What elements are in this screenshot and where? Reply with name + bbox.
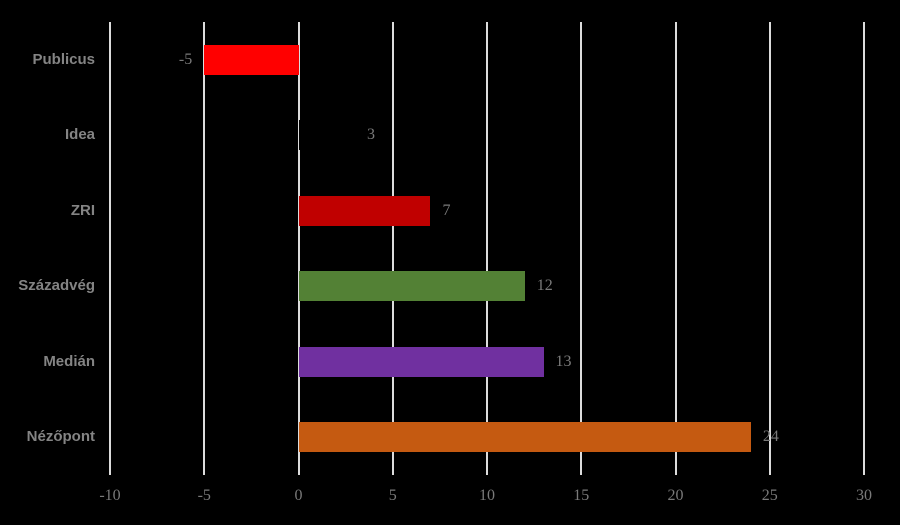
bar-zri: [298, 195, 431, 226]
gridline: [109, 22, 111, 475]
x-tick-label: 25: [761, 487, 778, 504]
data-label-idea: 3: [367, 126, 376, 144]
gridline: [768, 22, 771, 475]
x-tick-label: 0: [294, 487, 303, 504]
category-label-medián: Medián: [43, 352, 95, 370]
gridline: [297, 22, 300, 475]
category-label-századvég: Századvég: [18, 277, 95, 295]
category-label-zri: ZRI: [70, 201, 95, 219]
x-tick-label: 10: [479, 487, 495, 504]
gridline: [203, 22, 206, 475]
data-label-medián: 13: [555, 352, 572, 370]
x-tick-label: 30: [856, 487, 872, 504]
bar-publicus: [204, 44, 299, 75]
gridline: [674, 22, 677, 475]
bar-századvég: [298, 271, 525, 302]
category-label-idea: Idea: [64, 126, 95, 144]
data-label-nézőpont: 24: [762, 428, 779, 446]
gridline: [580, 22, 583, 475]
data-label-publicus: -5: [178, 50, 193, 68]
category-label-nézőpont: Nézőpont: [26, 428, 95, 446]
bar-medián: [298, 346, 544, 377]
data-label-századvég: 12: [536, 277, 553, 295]
gridline: [391, 22, 394, 475]
bar-idea: [298, 120, 356, 151]
x-tick-label: 5: [388, 487, 397, 504]
x-tick-label: 20: [667, 487, 684, 504]
x-tick-label: 15: [573, 487, 590, 504]
x-tick-label: -5: [197, 487, 211, 504]
x-tick-label: -10: [99, 487, 121, 504]
gridline: [486, 22, 488, 475]
category-label-publicus: Publicus: [32, 50, 95, 68]
gridline: [863, 22, 865, 475]
bar-nézőpont: [298, 422, 751, 453]
data-label-zri: 7: [442, 201, 451, 219]
